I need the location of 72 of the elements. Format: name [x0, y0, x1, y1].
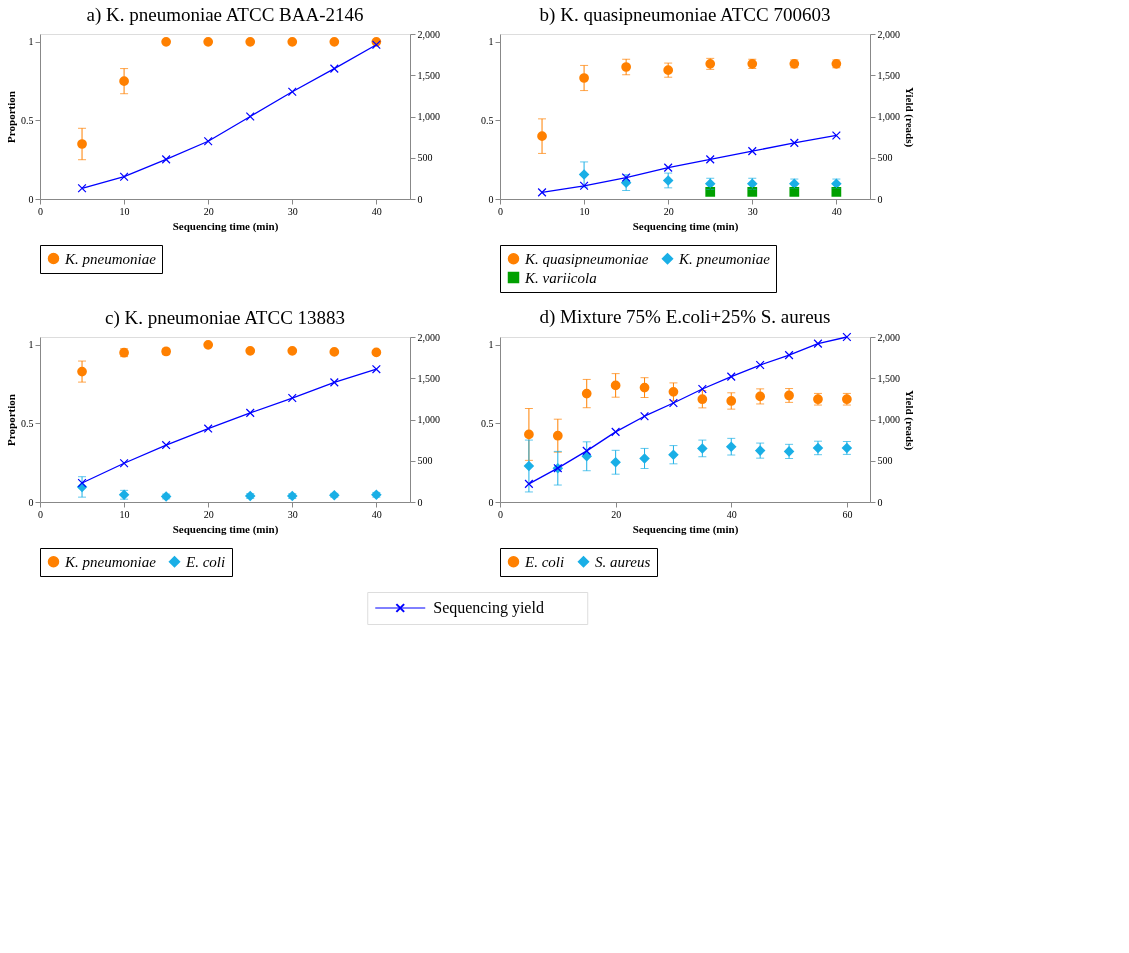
y-tick-label: 0: [28, 496, 34, 508]
y2-tick-label: 1,000: [877, 111, 900, 122]
y-axis-title: Proportion: [5, 91, 17, 143]
y2-tick-label: 2,000: [877, 331, 900, 343]
x-tick-label: 20: [611, 508, 622, 520]
chart-title: b) K. quasipneumoniae ATCC 700603: [539, 4, 831, 26]
y2-tick-label: 500: [417, 152, 433, 164]
legend-label: K. quasipneumoniae: [524, 250, 649, 267]
y2-tick-label: 1,500: [417, 372, 440, 384]
y2-tick-label: 0: [417, 193, 423, 205]
y2-tick-label: 0: [877, 496, 883, 508]
x-tick-label: 40: [726, 508, 737, 520]
x-tick-label: 20: [203, 205, 214, 217]
x-tick-label: 0: [498, 508, 503, 520]
x-axis-title: Sequencing time (min): [172, 219, 279, 233]
x-axis-title: Sequencing time (min): [632, 522, 739, 536]
y2-tick-label: 0: [417, 496, 423, 508]
y2-tick-label: 1,000: [417, 111, 440, 122]
legend-label: K. variicola: [524, 269, 597, 286]
x-tick-label: 20: [663, 205, 674, 217]
x-tick-label: 20: [203, 508, 214, 520]
y-tick-label: 0: [488, 193, 494, 205]
y-tick-label: 0.5: [481, 114, 494, 126]
y-tick-label: 1: [28, 339, 34, 351]
y2-tick-label: 0: [877, 193, 883, 205]
legend-label: S. aureus: [595, 553, 651, 570]
chart-title: a) K. pneumoniae ATCC BAA-2146: [86, 4, 364, 26]
x-tick-label: 0: [498, 205, 503, 217]
y-tick-label: 0.5: [21, 417, 34, 429]
y2-tick-label: 500: [417, 455, 433, 467]
y2-tick-label: 1,000: [417, 414, 440, 425]
x-tick-label: 30: [747, 205, 758, 217]
x-tick-label: 10: [119, 508, 130, 520]
y2-axis-title: Yield (reads): [903, 389, 916, 451]
y-tick-label: 1: [28, 36, 34, 48]
y2-tick-label: 2,000: [877, 28, 900, 40]
legend-label: E. coli: [185, 553, 226, 570]
y2-tick-label: 2,000: [417, 331, 440, 343]
y-tick-label: 0.5: [481, 417, 494, 429]
legend-label: K. pneumoniae: [64, 553, 157, 570]
x-tick-label: 60: [842, 508, 853, 520]
y2-axis-title: Yield (reads): [903, 86, 916, 148]
x-axis-title: Sequencing time (min): [632, 219, 739, 233]
y-tick-label: 0: [488, 496, 494, 508]
x-tick-label: 40: [831, 205, 842, 217]
y-tick-label: 1: [488, 36, 494, 48]
y2-tick-label: 500: [877, 152, 893, 164]
x-tick-label: 40: [371, 508, 382, 520]
legend-label: K. pneumoniae: [678, 250, 771, 267]
legend-label: K. pneumoniae: [64, 250, 157, 267]
x-tick-label: 30: [287, 205, 298, 217]
y2-tick-label: 1,500: [877, 69, 900, 81]
legend-label: E. coli: [524, 553, 565, 570]
legend-label: Sequencing yield: [433, 599, 544, 617]
x-tick-label: 30: [287, 508, 298, 520]
y-tick-label: 0: [28, 193, 34, 205]
chart-title: c) K. pneumoniae ATCC 13883: [104, 307, 346, 329]
x-axis-title: Sequencing time (min): [172, 522, 279, 536]
chart-title: d) Mixture 75% E.coli+25% S. aureus: [539, 305, 831, 328]
x-tick-label: 10: [579, 205, 590, 217]
y2-tick-label: 1,000: [877, 414, 900, 425]
x-tick-label: 40: [371, 205, 382, 217]
y2-tick-label: 500: [877, 455, 893, 467]
y2-tick-label: 1,500: [877, 372, 900, 384]
y2-tick-label: 1,500: [417, 69, 440, 81]
y-tick-label: 0.5: [21, 114, 34, 126]
y-tick-label: 1: [488, 339, 494, 351]
x-tick-label: 10: [119, 205, 130, 217]
x-tick-label: 0: [38, 205, 43, 217]
x-tick-label: 0: [38, 508, 43, 520]
y-axis-title: Proportion: [5, 394, 17, 446]
y2-tick-label: 2,000: [417, 28, 440, 40]
